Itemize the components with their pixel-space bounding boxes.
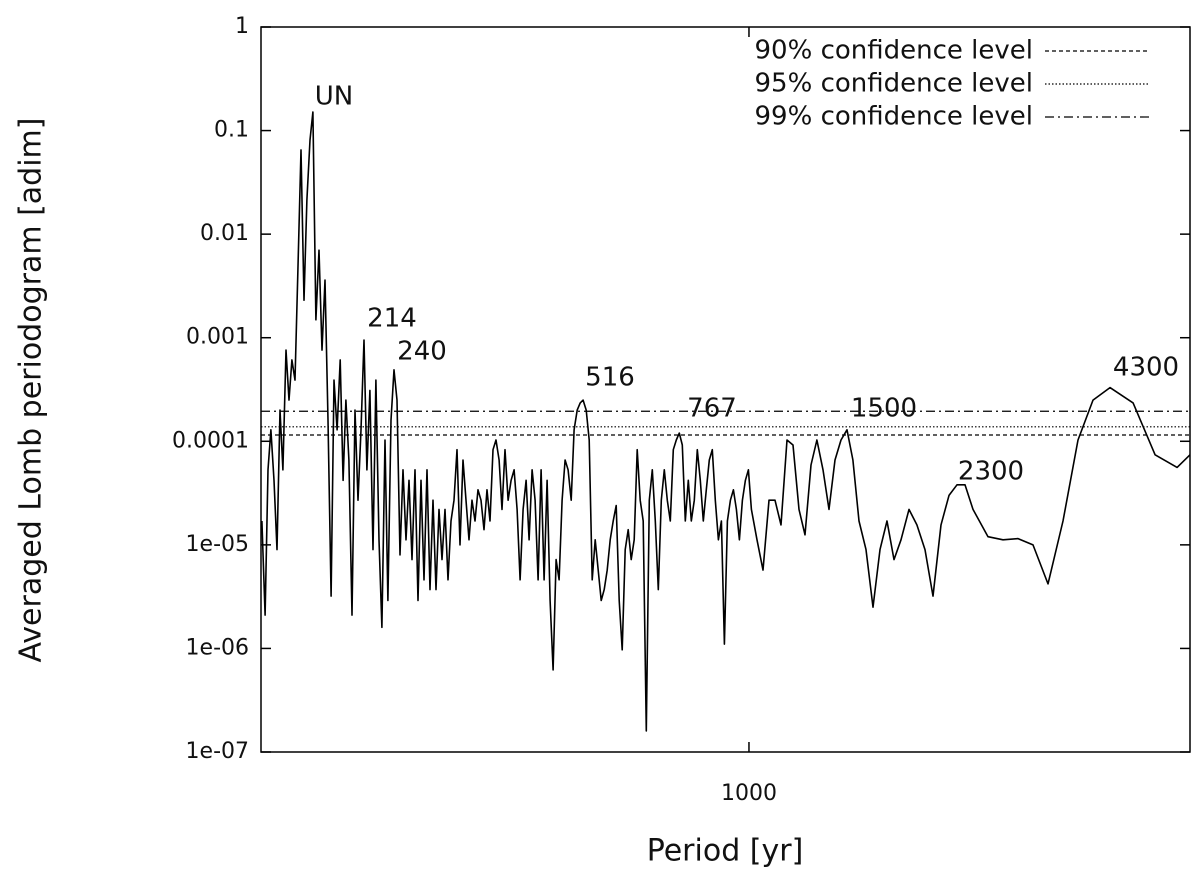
legend-label: 99% confidence level bbox=[755, 102, 1033, 132]
peak-annotation: 516 bbox=[585, 363, 635, 393]
peak-annotation: 240 bbox=[397, 337, 447, 367]
peak-annotation: 4300 bbox=[1113, 353, 1179, 383]
y-tick-label: 0.01 bbox=[200, 221, 249, 246]
y-tick-label: 0.1 bbox=[214, 118, 249, 143]
y-tick-label: 1e-07 bbox=[186, 739, 249, 764]
peak-annotation: 767 bbox=[687, 394, 737, 424]
x-tick-label: 1000 bbox=[721, 781, 777, 806]
y-tick-label: 0.0001 bbox=[172, 428, 249, 453]
y-tick-label: 0.001 bbox=[186, 325, 249, 350]
legend-label: 95% confidence level bbox=[755, 69, 1033, 99]
peak-annotation: 214 bbox=[367, 304, 417, 334]
peak-annotation: 1500 bbox=[851, 394, 917, 424]
y-axis-label: Averaged Lomb periodogram [adim] bbox=[14, 118, 49, 663]
peak-annotation: 2300 bbox=[958, 457, 1024, 487]
y-tick-label: 1 bbox=[235, 14, 249, 39]
legend-label: 90% confidence level bbox=[755, 36, 1033, 66]
peak-annotation: UN bbox=[315, 82, 353, 112]
plot-frame bbox=[260, 26, 1191, 753]
y-tick-label: 1e-06 bbox=[186, 635, 249, 660]
x-axis-label: Period [yr] bbox=[647, 834, 804, 869]
periodogram-line bbox=[261, 111, 1191, 732]
y-tick-label: 1e-05 bbox=[186, 532, 249, 557]
